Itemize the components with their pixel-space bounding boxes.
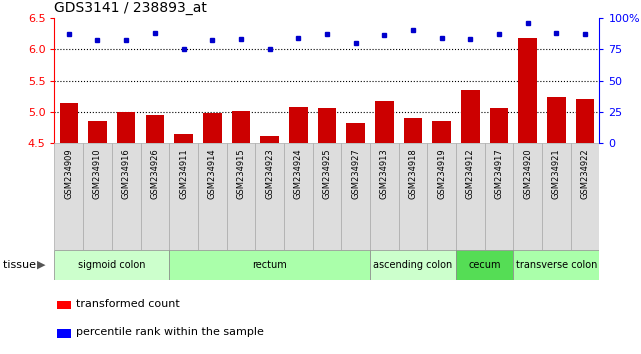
Bar <box>461 90 479 354</box>
Text: GSM234910: GSM234910 <box>93 149 102 199</box>
Text: GSM234914: GSM234914 <box>208 149 217 199</box>
Text: GSM234916: GSM234916 <box>122 149 131 199</box>
Bar <box>146 115 164 354</box>
FancyBboxPatch shape <box>140 143 169 250</box>
Text: GSM234917: GSM234917 <box>494 149 503 199</box>
Text: GSM234911: GSM234911 <box>179 149 188 199</box>
FancyBboxPatch shape <box>456 143 485 250</box>
Text: GSM234919: GSM234919 <box>437 149 446 199</box>
Text: sigmoid colon: sigmoid colon <box>78 259 146 270</box>
FancyBboxPatch shape <box>313 143 341 250</box>
FancyBboxPatch shape <box>341 143 370 250</box>
Text: GSM234915: GSM234915 <box>237 149 246 199</box>
FancyBboxPatch shape <box>370 250 456 280</box>
FancyBboxPatch shape <box>198 143 226 250</box>
Bar <box>117 112 135 354</box>
FancyBboxPatch shape <box>570 143 599 250</box>
Bar <box>375 101 394 354</box>
FancyBboxPatch shape <box>513 250 599 280</box>
Bar <box>57 301 71 309</box>
FancyBboxPatch shape <box>54 250 169 280</box>
FancyBboxPatch shape <box>255 143 284 250</box>
Text: GDS3141 / 238893_at: GDS3141 / 238893_at <box>54 1 207 15</box>
Text: ascending colon: ascending colon <box>373 259 453 270</box>
Text: GSM234926: GSM234926 <box>151 149 160 199</box>
FancyBboxPatch shape <box>428 143 456 250</box>
Bar <box>490 108 508 354</box>
FancyBboxPatch shape <box>83 143 112 250</box>
Bar <box>174 134 193 354</box>
Text: GSM234924: GSM234924 <box>294 149 303 199</box>
Text: GSM234920: GSM234920 <box>523 149 532 199</box>
FancyBboxPatch shape <box>169 250 370 280</box>
FancyBboxPatch shape <box>485 143 513 250</box>
Text: GSM234921: GSM234921 <box>552 149 561 199</box>
Text: cecum: cecum <box>469 259 501 270</box>
Text: GSM234918: GSM234918 <box>408 149 417 199</box>
FancyBboxPatch shape <box>284 143 313 250</box>
Bar <box>317 108 337 354</box>
Text: GSM234922: GSM234922 <box>581 149 590 199</box>
Bar <box>432 121 451 354</box>
Bar <box>203 113 222 354</box>
Text: GSM234923: GSM234923 <box>265 149 274 199</box>
Bar <box>88 121 107 354</box>
Bar <box>57 329 71 338</box>
FancyBboxPatch shape <box>226 143 255 250</box>
FancyBboxPatch shape <box>169 143 198 250</box>
Text: transformed count: transformed count <box>76 299 180 309</box>
Text: GSM234925: GSM234925 <box>322 149 331 199</box>
FancyBboxPatch shape <box>112 143 140 250</box>
Text: GSM234912: GSM234912 <box>466 149 475 199</box>
FancyBboxPatch shape <box>54 143 83 250</box>
Bar <box>60 103 78 354</box>
FancyBboxPatch shape <box>399 143 428 250</box>
Bar <box>346 122 365 354</box>
Text: transverse colon: transverse colon <box>515 259 597 270</box>
FancyBboxPatch shape <box>370 143 399 250</box>
Text: tissue: tissue <box>3 259 40 270</box>
Bar <box>260 136 279 354</box>
Bar <box>547 97 565 354</box>
Text: GSM234913: GSM234913 <box>379 149 388 199</box>
FancyBboxPatch shape <box>513 143 542 250</box>
Text: GSM234927: GSM234927 <box>351 149 360 199</box>
Bar <box>289 107 308 354</box>
FancyBboxPatch shape <box>456 250 513 280</box>
Text: percentile rank within the sample: percentile rank within the sample <box>76 327 264 337</box>
Text: GSM234909: GSM234909 <box>64 149 73 199</box>
Bar <box>519 38 537 354</box>
Bar <box>231 111 250 354</box>
Text: ▶: ▶ <box>37 259 46 270</box>
FancyBboxPatch shape <box>542 143 570 250</box>
Bar <box>404 118 422 354</box>
Text: rectum: rectum <box>252 259 287 270</box>
Bar <box>576 99 594 354</box>
